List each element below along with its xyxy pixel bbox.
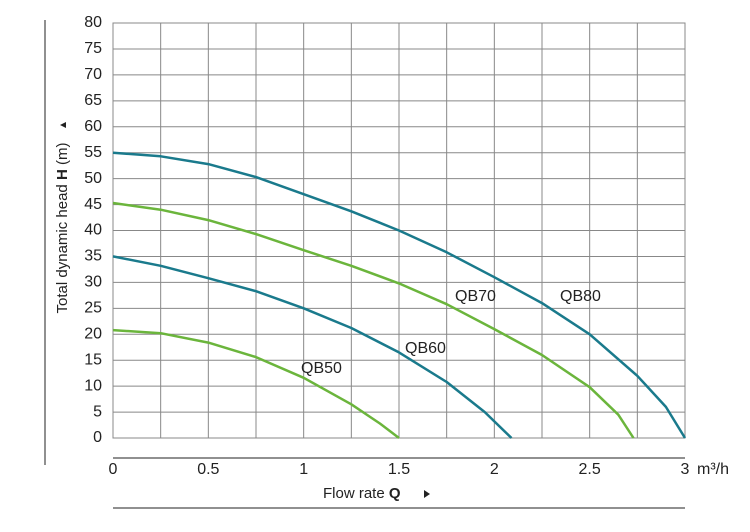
y-tick-label: 25 — [84, 300, 102, 317]
y-tick-label: 20 — [84, 325, 102, 342]
y-axis-label-group: Total dynamic head H (m) — [54, 122, 71, 313]
y-tick-label: 75 — [84, 40, 102, 57]
curve — [112, 201, 635, 439]
y-label-unit: (m) — [54, 143, 71, 166]
y-tick-label: 55 — [84, 144, 102, 161]
y-label-symbol: H — [54, 169, 71, 180]
series-label: QB70 — [455, 288, 496, 305]
y-tick-label: 0 — [93, 429, 102, 446]
x-tick-label: 2.5 — [579, 461, 601, 478]
y-label-arrow — [60, 122, 66, 128]
curve — [112, 151, 687, 439]
y-tick-label: 45 — [84, 196, 102, 213]
x-tick-label: 0.5 — [197, 461, 219, 478]
curve — [112, 328, 400, 439]
y-axis-label: Total dynamic head H (m) — [54, 143, 71, 314]
y-tick-label: 5 — [93, 403, 102, 420]
x-tick-label: 2 — [490, 461, 499, 478]
y-tick-label: 50 — [84, 170, 102, 187]
y-tick-label: 65 — [84, 92, 102, 109]
x-label-text: Flow rate — [323, 485, 385, 502]
x-label-symbol: Q — [389, 485, 401, 502]
x-label-arrow — [424, 490, 430, 498]
y-tick-label: 70 — [84, 66, 102, 83]
y-tick-label: 40 — [84, 222, 102, 239]
y-label-text: Total dynamic head — [54, 184, 71, 313]
y-tick-label: 10 — [84, 377, 102, 394]
series-label: QB50 — [301, 360, 342, 377]
y-tick-label: 30 — [84, 274, 102, 291]
x-tick-label: 3 — [681, 461, 690, 478]
x-unit: m³/h — [697, 461, 729, 478]
y-tick-label: 80 — [84, 14, 102, 31]
y-tick-label: 35 — [84, 248, 102, 265]
y-tick-label: 60 — [84, 118, 102, 135]
x-tick-label: 1 — [299, 461, 308, 478]
curve — [112, 255, 513, 439]
x-axis-label: Flow rate Q — [323, 485, 401, 502]
x-tick-label: 1.5 — [388, 461, 410, 478]
series-label: QB60 — [405, 340, 446, 357]
series-label: QB80 — [560, 288, 601, 305]
x-tick-label: 0 — [109, 461, 118, 478]
y-tick-label: 15 — [84, 351, 102, 368]
